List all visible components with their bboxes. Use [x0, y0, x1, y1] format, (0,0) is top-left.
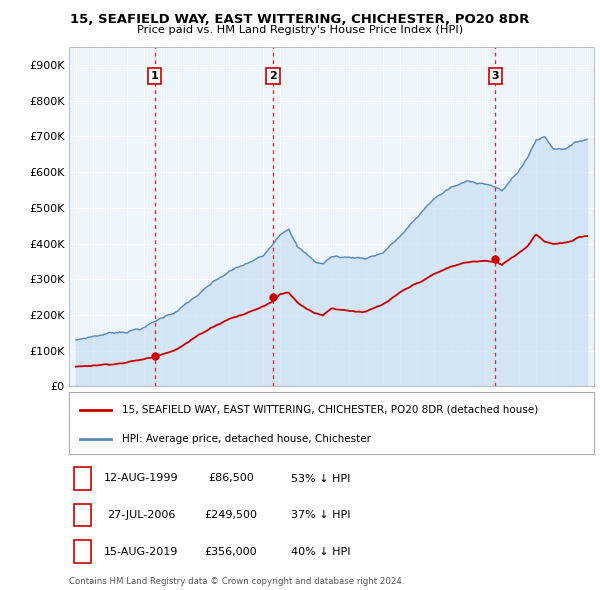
Text: Price paid vs. HM Land Registry's House Price Index (HPI): Price paid vs. HM Land Registry's House … — [137, 25, 463, 35]
Text: 2: 2 — [79, 510, 86, 520]
Text: 40% ↓ HPI: 40% ↓ HPI — [291, 547, 351, 556]
Text: 1: 1 — [79, 474, 86, 483]
Text: £86,500: £86,500 — [208, 474, 254, 483]
Text: 2: 2 — [269, 71, 277, 81]
Text: HPI: Average price, detached house, Chichester: HPI: Average price, detached house, Chic… — [121, 434, 371, 444]
Text: 37% ↓ HPI: 37% ↓ HPI — [291, 510, 351, 520]
Text: 53% ↓ HPI: 53% ↓ HPI — [292, 474, 350, 483]
Text: £249,500: £249,500 — [205, 510, 257, 520]
Text: 15, SEAFIELD WAY, EAST WITTERING, CHICHESTER, PO20 8DR (detached house): 15, SEAFIELD WAY, EAST WITTERING, CHICHE… — [121, 405, 538, 415]
Text: 1: 1 — [151, 71, 158, 81]
Text: 3: 3 — [491, 71, 499, 81]
FancyBboxPatch shape — [69, 392, 594, 454]
Text: 12-AUG-1999: 12-AUG-1999 — [104, 474, 178, 483]
Text: £356,000: £356,000 — [205, 547, 257, 556]
Text: 3: 3 — [79, 547, 86, 556]
Text: 27-JUL-2006: 27-JUL-2006 — [107, 510, 175, 520]
Text: 15-AUG-2019: 15-AUG-2019 — [104, 547, 178, 556]
Text: Contains HM Land Registry data © Crown copyright and database right 2024.: Contains HM Land Registry data © Crown c… — [69, 577, 404, 586]
Text: 15, SEAFIELD WAY, EAST WITTERING, CHICHESTER, PO20 8DR: 15, SEAFIELD WAY, EAST WITTERING, CHICHE… — [70, 13, 530, 26]
